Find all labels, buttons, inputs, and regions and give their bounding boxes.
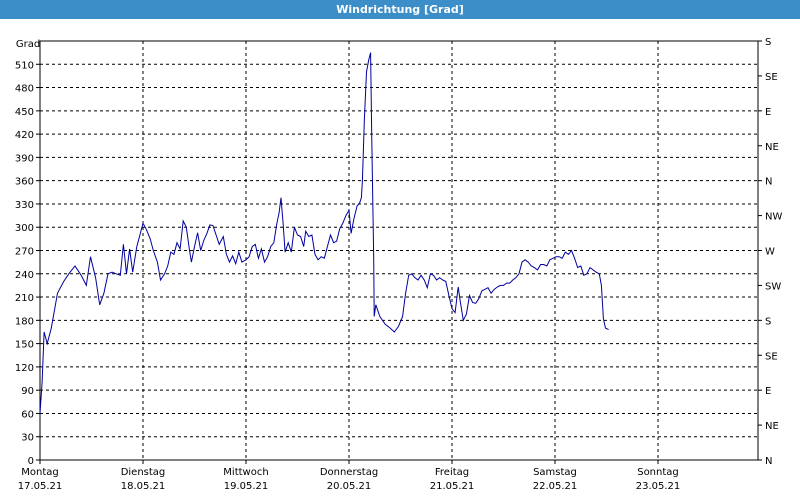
y-tick-label: 450 [15, 107, 34, 118]
right-tick-label: S [765, 37, 771, 48]
right-tick-label: E [765, 386, 771, 397]
y-axis-ticks: 0 30 60 90 120 150 180 210 240 270 300 330 360 390 420… [15, 60, 40, 467]
right-tick-label: SE [765, 351, 778, 362]
y-tick-label: 30 [21, 433, 34, 444]
y-tick-label: 0 [28, 456, 34, 467]
y-tick-label: 420 [15, 130, 34, 141]
y-tick-label: 120 [15, 363, 34, 374]
right-tick-label: E [765, 107, 771, 118]
y-tick-label: 300 [15, 223, 34, 234]
right-tick-label: N [765, 456, 772, 467]
series-line [39, 52, 609, 414]
x-tick-date-label: 21.05.21 [430, 481, 475, 492]
x-tick-date-label: 20.05.21 [327, 481, 372, 492]
wind-direction-chart: Grad 0 30 60 90 120 150 180 210 240 270 300 330 360 3… [15, 37, 783, 492]
y-tick-label: 150 [15, 340, 34, 351]
right-tick-label: NW [765, 212, 782, 223]
grid-lines [40, 41, 758, 460]
y-tick-label: 210 [15, 293, 34, 304]
right-tick-label: SW [765, 281, 781, 292]
x-tick-day-label: Mittwoch [223, 467, 268, 478]
y-tick-label: 480 [15, 84, 34, 95]
right-tick-label: N [765, 177, 772, 188]
y-tick-label: 60 [21, 409, 34, 420]
y-tick-label: 360 [15, 177, 34, 188]
x-tick-date-label: 17.05.21 [18, 481, 63, 492]
y-axis-label: Grad [16, 39, 40, 50]
x-axis-ticks: Montag 17.05.21 Dienstag 18.05.21 Mittwoch 19… [18, 460, 681, 492]
y-tick-label: 510 [15, 60, 34, 71]
x-tick-day-label: Dienstag [121, 467, 166, 478]
right-tick-label: NE [765, 142, 779, 153]
y-tick-label: 270 [15, 247, 34, 258]
x-tick-day-label: Samstag [533, 467, 577, 478]
x-tick-date-label: 22.05.21 [533, 481, 578, 492]
y-tick-label: 180 [15, 316, 34, 327]
right-tick-label: NE [765, 421, 779, 432]
plot-frame [39, 40, 759, 461]
x-tick-day-label: Montag [21, 467, 58, 478]
y-tick-label: 90 [21, 386, 34, 397]
right-tick-label: S [765, 316, 771, 327]
right-tick-label: SE [765, 72, 778, 83]
y-tick-label: 240 [15, 270, 34, 281]
x-tick-day-label: Freitag [435, 467, 469, 478]
x-tick-date-label: 18.05.21 [121, 481, 166, 492]
y-tick-label: 390 [15, 153, 34, 164]
x-tick-day-label: Sonntag [637, 467, 679, 478]
window-title: Windrichtung [Grad] [0, 0, 800, 19]
x-tick-date-label: 19.05.21 [224, 481, 269, 492]
right-tick-label: W [765, 247, 775, 258]
right-axis-ticks: N NE E SE S SW W NW N NE E SE S [758, 37, 782, 467]
x-tick-day-label: Donnerstag [320, 467, 378, 478]
y-tick-label: 330 [15, 200, 34, 211]
x-tick-date-label: 23.05.21 [636, 481, 681, 492]
